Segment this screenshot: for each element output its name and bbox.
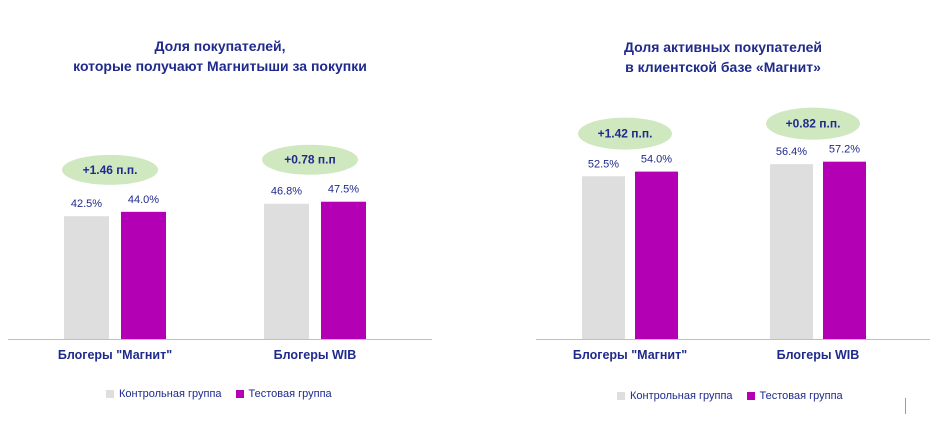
bar-test-0: [121, 211, 166, 339]
data-label: 52.5%: [588, 158, 619, 170]
bar-test-1: [321, 201, 366, 339]
difference-label: +1.46 п.п.: [83, 163, 138, 177]
legend-item-test: Тестовая группа: [746, 390, 843, 402]
legend-swatch-control: [617, 392, 625, 400]
legend-label-control: Контрольная группа: [630, 390, 733, 402]
chart-title-line-1: Доля покупателей,: [154, 38, 286, 54]
legend: Контрольная группа Тестовая группа: [617, 390, 843, 402]
chart-right: Доля активных покупателей в клиентской б…: [500, 0, 946, 448]
difference-badge: [766, 107, 860, 140]
chart-title-line-2: в клиентской базе «Магнит»: [625, 59, 821, 75]
bar-test-0: [635, 171, 678, 339]
legend-swatch-control: [106, 390, 114, 398]
category-label: Блогеры WIB: [274, 348, 357, 362]
legend-item-test: Тестовая группа: [235, 388, 332, 400]
legend-swatch-test: [235, 390, 244, 398]
legend-swatch-test: [746, 392, 755, 400]
legend-label-control: Контрольная группа: [119, 388, 222, 400]
chart-title: Доля активных покупателей в клиентской б…: [500, 37, 946, 77]
bar-control-0: [64, 216, 109, 339]
chart-title-line-1: Доля активных покупателей: [623, 39, 823, 55]
difference-badge: [262, 144, 358, 175]
legend-item-control: Контрольная группа: [617, 390, 733, 402]
legend-label-test: Тестовая группа: [759, 390, 843, 402]
chart-title: Доля покупателей, которые получают Магни…: [0, 36, 440, 76]
category-label: Блогеры WIB: [777, 348, 860, 362]
data-label: 46.8%: [271, 186, 302, 198]
difference-label: +0.82 п.п.: [786, 117, 841, 131]
difference-badge: [578, 117, 672, 150]
data-label: 44.0%: [128, 194, 159, 206]
data-label: 42.5%: [71, 198, 102, 210]
data-label: 47.5%: [328, 184, 359, 196]
data-label: 57.2%: [829, 144, 860, 156]
bar-control-0: [582, 176, 625, 339]
difference-badge: [62, 154, 158, 185]
difference-label: +0.78 п.п: [284, 153, 336, 167]
data-label: 56.4%: [776, 146, 807, 158]
bar-control-1: [264, 203, 309, 339]
difference-label: +1.42 п.п.: [598, 127, 653, 141]
legend: Контрольная группа Тестовая группа: [106, 388, 332, 400]
separator-line: [905, 398, 906, 414]
legend-label-test: Тестовая группа: [248, 388, 332, 400]
bar-control-1: [770, 164, 813, 339]
chart-title-line-2: которые получают Магнитыши за покупки: [73, 58, 367, 74]
chart-plot: 42.5% 44.0% +1.46 п.п. Блогеры "Магнит" 46.8…: [8, 144, 432, 362]
bar-test-1: [823, 161, 866, 339]
data-label: 54.0%: [641, 154, 672, 166]
legend-item-control: Контрольная группа: [106, 388, 222, 400]
category-label: Блогеры "Магнит": [58, 348, 172, 362]
chart-left: Доля покупателей, которые получают Магни…: [0, 0, 440, 448]
category-label: Блогеры "Магнит": [573, 348, 687, 362]
chart-plot: 52.5% 54.0% +1.42 п.п. Блогеры "Магнит" 56.4…: [536, 107, 930, 362]
